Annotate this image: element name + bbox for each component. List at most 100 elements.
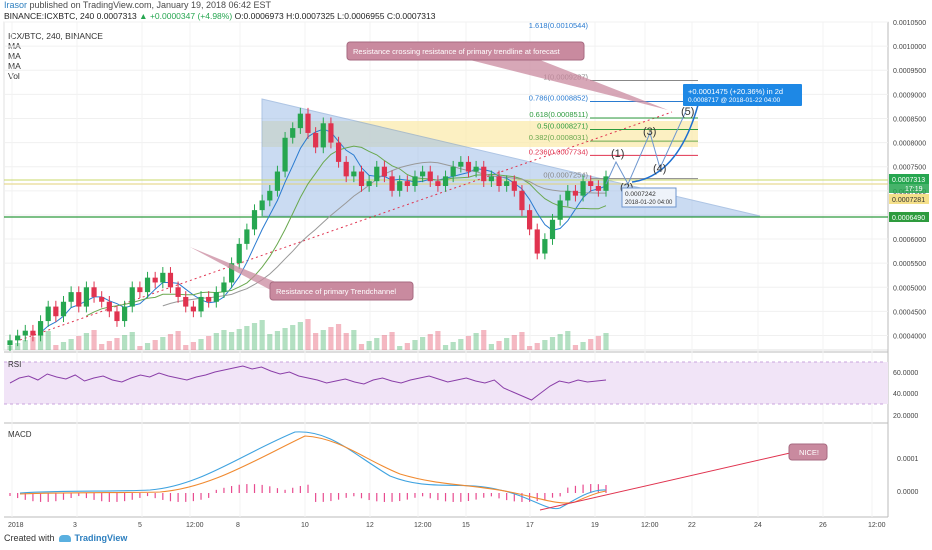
candle[interactable] bbox=[389, 176, 395, 191]
projection-curve[interactable] bbox=[631, 104, 699, 183]
candle[interactable] bbox=[519, 190, 525, 211]
candle[interactable] bbox=[427, 171, 433, 182]
candle[interactable] bbox=[458, 161, 464, 167]
candle[interactable] bbox=[37, 321, 44, 336]
candle[interactable] bbox=[68, 292, 74, 302]
candle[interactable] bbox=[404, 181, 410, 186]
candle[interactable] bbox=[160, 272, 166, 283]
candle[interactable] bbox=[557, 200, 563, 220]
candle[interactable] bbox=[374, 166, 380, 182]
candle[interactable] bbox=[313, 132, 319, 148]
candle[interactable] bbox=[175, 287, 181, 297]
legend-vol[interactable]: Vol bbox=[8, 71, 20, 81]
candle[interactable] bbox=[588, 181, 594, 186]
tradingview-brand-link[interactable]: TradingView bbox=[74, 533, 128, 543]
candle[interactable] bbox=[129, 287, 135, 307]
candle[interactable] bbox=[274, 171, 281, 191]
candle[interactable] bbox=[465, 161, 472, 172]
candle[interactable] bbox=[290, 128, 296, 138]
candle[interactable] bbox=[53, 306, 59, 317]
projection-callout[interactable] bbox=[683, 84, 802, 106]
candle[interactable] bbox=[76, 292, 82, 307]
candle[interactable] bbox=[534, 229, 540, 254]
candle[interactable] bbox=[542, 239, 548, 254]
candle[interactable] bbox=[144, 277, 151, 293]
candle[interactable] bbox=[488, 176, 494, 182]
annotation-nice[interactable] bbox=[788, 443, 828, 461]
candle[interactable] bbox=[198, 296, 204, 312]
candle[interactable] bbox=[580, 181, 586, 196]
fibonacci-retracement[interactable]: 1(0.0009287)0.786(0.0008852)0.618(0.0008… bbox=[529, 21, 698, 180]
candle[interactable] bbox=[22, 330, 28, 336]
candle[interactable] bbox=[228, 263, 235, 283]
elliott-wave-path[interactable] bbox=[605, 110, 687, 186]
candle[interactable] bbox=[15, 335, 21, 341]
candle[interactable] bbox=[572, 190, 579, 196]
candle[interactable] bbox=[106, 301, 112, 312]
legend-ma-2[interactable]: MA bbox=[8, 51, 21, 61]
candle[interactable] bbox=[259, 200, 265, 211]
candle[interactable] bbox=[320, 123, 326, 148]
candle[interactable] bbox=[183, 296, 189, 307]
candle[interactable] bbox=[236, 243, 242, 264]
legend-ma-3[interactable]: MA bbox=[8, 61, 21, 71]
rsi-line[interactable] bbox=[9, 365, 607, 401]
candle[interactable] bbox=[351, 171, 357, 177]
candle[interactable] bbox=[305, 113, 311, 133]
candle[interactable] bbox=[504, 181, 510, 186]
candle[interactable] bbox=[30, 330, 36, 336]
candle[interactable] bbox=[167, 272, 174, 288]
candle[interactable] bbox=[366, 181, 372, 186]
ma-mid-line[interactable] bbox=[86, 145, 607, 317]
candle[interactable] bbox=[91, 287, 97, 297]
candle[interactable] bbox=[114, 311, 120, 322]
candle[interactable] bbox=[60, 301, 67, 317]
candle[interactable] bbox=[450, 166, 456, 177]
candle[interactable] bbox=[412, 176, 418, 186]
projection-start-box[interactable] bbox=[621, 187, 677, 208]
signal-line[interactable] bbox=[19, 435, 607, 504]
candle[interactable] bbox=[420, 171, 426, 177]
time-axis[interactable]: 2018 3 5 12:00 8 10 12 12:00 15 17 19 12:00 22 24 26 12… bbox=[8, 522, 886, 529]
candle[interactable] bbox=[526, 210, 533, 230]
candle[interactable] bbox=[99, 296, 105, 302]
macd-trend-line[interactable] bbox=[539, 452, 791, 511]
annotation-channel-resistance[interactable] bbox=[269, 281, 414, 301]
candle[interactable] bbox=[122, 306, 128, 322]
candle[interactable] bbox=[343, 161, 349, 177]
candle[interactable] bbox=[267, 190, 273, 201]
candle[interactable] bbox=[83, 287, 90, 307]
candle[interactable] bbox=[511, 181, 517, 191]
candle[interactable] bbox=[435, 181, 441, 186]
candle[interactable] bbox=[282, 137, 288, 172]
candle[interactable] bbox=[496, 176, 502, 186]
primary-trendline[interactable] bbox=[19, 111, 673, 341]
candles[interactable] bbox=[7, 107, 609, 351]
candle[interactable] bbox=[481, 166, 487, 182]
candle[interactable] bbox=[442, 176, 449, 186]
candle[interactable] bbox=[7, 340, 13, 346]
candle[interactable] bbox=[397, 181, 403, 191]
descending-triangle[interactable] bbox=[261, 98, 761, 217]
candle[interactable] bbox=[221, 282, 227, 293]
candle[interactable] bbox=[358, 171, 365, 186]
candle[interactable] bbox=[45, 306, 51, 322]
candle[interactable] bbox=[328, 123, 334, 143]
candle[interactable] bbox=[213, 292, 219, 302]
candle[interactable] bbox=[206, 296, 212, 302]
candle[interactable] bbox=[152, 277, 158, 283]
candle[interactable] bbox=[335, 142, 342, 162]
candle[interactable] bbox=[381, 166, 388, 177]
author-link[interactable]: Irasor bbox=[4, 0, 28, 10]
candle[interactable] bbox=[244, 229, 250, 244]
annotation-trendline-resistance[interactable] bbox=[346, 41, 585, 61]
macd-line[interactable] bbox=[19, 431, 607, 510]
candle[interactable] bbox=[473, 166, 479, 172]
candle[interactable] bbox=[137, 287, 143, 293]
candle[interactable] bbox=[190, 306, 196, 312]
candle[interactable] bbox=[251, 210, 258, 230]
candle[interactable] bbox=[297, 113, 303, 129]
candle[interactable] bbox=[595, 186, 601, 191]
candle[interactable] bbox=[549, 219, 556, 240]
